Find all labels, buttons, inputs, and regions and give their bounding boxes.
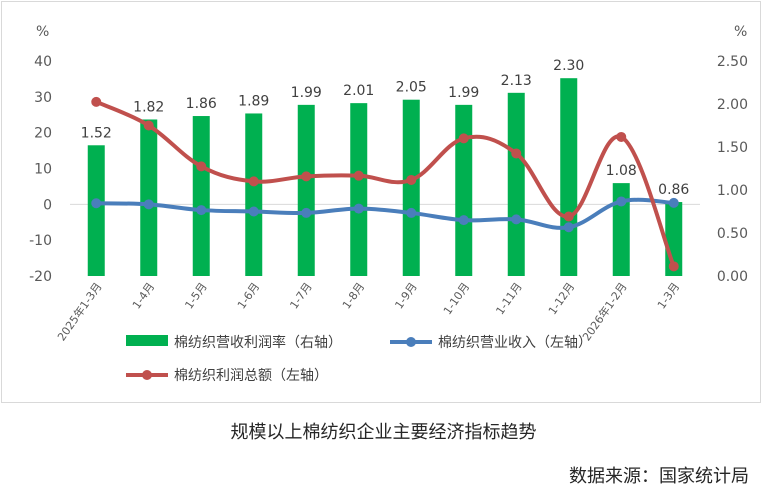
left-axis-tick: 30 — [34, 90, 52, 106]
line-point — [301, 207, 312, 218]
bar-data-label: 2.30 — [553, 58, 584, 74]
line-point — [143, 120, 154, 131]
bar-data-label: 1.99 — [448, 85, 479, 101]
line-point — [511, 148, 522, 159]
bar-data-label: 2.01 — [343, 83, 374, 99]
bar — [402, 99, 420, 276]
line-point — [563, 222, 574, 233]
data-source: 数据来源：国家统计局 — [569, 466, 749, 487]
line-point — [616, 196, 627, 207]
chart-frame: % % 40 30 20 10 0 -10 -20 2.50 2.00 1.50 1.00 0.50… — [1, 1, 761, 403]
x-axis-tick: 2025年1-3月 — [54, 280, 104, 344]
x-axis-tick: 1-5月 — [182, 280, 209, 311]
legend-label: 棉纺织营收利润率（右轴） — [174, 334, 342, 351]
legend-item: 棉纺织营业收入（左轴） — [390, 334, 592, 351]
legend-swatch-marker — [406, 337, 416, 347]
series-line — [94, 99, 676, 269]
x-axis-tick: 1-10月 — [441, 280, 472, 317]
bar-data-label: 1.52 — [81, 125, 112, 141]
line-point — [248, 176, 259, 187]
bar — [245, 113, 263, 277]
line-point — [143, 199, 154, 210]
bar-data-label: 2.13 — [501, 73, 532, 89]
x-axis-tick: 1-11月 — [493, 280, 524, 317]
left-axis-tick: 10 — [34, 162, 52, 178]
bar — [560, 78, 578, 276]
bar — [87, 145, 105, 276]
line-point — [196, 205, 207, 216]
left-axis-tick: -10 — [29, 233, 52, 249]
bar-data-label: 0.86 — [658, 182, 689, 198]
line-point — [668, 197, 679, 208]
x-axis-tick: 1-6月 — [235, 280, 262, 311]
line-point — [406, 207, 417, 218]
bar-data-label: 1.08 — [606, 163, 637, 179]
line-point — [616, 131, 627, 142]
legend-item: 棉纺织利润总额（左轴） — [126, 367, 328, 384]
line-point — [248, 206, 259, 217]
right-axis-tick: 1.50 — [717, 140, 748, 156]
x-axis-tick: 1-4月 — [130, 280, 157, 311]
right-axis-tick: 2.50 — [717, 54, 748, 70]
line-point — [458, 215, 469, 226]
bar — [140, 119, 158, 276]
bar-data-label: 1.86 — [186, 96, 217, 112]
bar-data-label: 1.82 — [133, 99, 164, 115]
left-axis-tick: 0 — [43, 197, 52, 213]
bar — [612, 183, 630, 276]
line-point — [511, 214, 522, 225]
bar-data-label: 1.89 — [238, 93, 269, 109]
left-axis-tick: 40 — [34, 54, 52, 70]
line-point — [353, 203, 364, 214]
line-point — [301, 171, 312, 182]
left-axis-tick: 20 — [34, 126, 52, 142]
chart-caption: 规模以上棉纺织企业主要经济指标趋势 — [230, 422, 537, 443]
line-point — [406, 174, 417, 185]
line-point — [91, 198, 102, 209]
x-axis-tick: 2026年1-2月 — [579, 280, 629, 344]
right-axis-tick: 0.00 — [717, 269, 748, 285]
line-point — [196, 161, 207, 172]
legend-swatch-bar — [126, 335, 168, 346]
x-axis-tick: 1-12月 — [546, 280, 577, 317]
line-point — [91, 96, 102, 107]
legend-swatch-marker — [142, 370, 152, 380]
left-axis-unit: % — [36, 24, 49, 40]
right-axis-tick: 1.00 — [717, 183, 748, 199]
bar — [350, 103, 368, 276]
legend-item: 棉纺织营收利润率（右轴） — [126, 334, 342, 351]
combo-chart: % % 40 30 20 10 0 -10 -20 2.50 2.00 1.50 1.00 0.50… — [29, 24, 748, 384]
legend-label: 棉纺织营业收入（左轴） — [438, 334, 592, 351]
right-axis-tick: 0.50 — [717, 226, 748, 242]
legend-label: 棉纺织利润总额（左轴） — [174, 367, 328, 384]
bar — [192, 116, 210, 276]
line-point — [458, 133, 469, 144]
bar — [297, 104, 315, 276]
bar — [507, 92, 525, 276]
right-axis-tick: 2.00 — [717, 97, 748, 113]
x-axis-tick: 1-9月 — [392, 280, 419, 311]
left-axis-tick: -20 — [29, 269, 52, 285]
x-axis-tick: 1-3月 — [655, 280, 682, 311]
line-point — [668, 261, 679, 272]
bar-data-label: 1.99 — [291, 85, 322, 101]
bar-data-label: 2.05 — [396, 80, 427, 96]
x-axis-tick: 1-8月 — [340, 280, 367, 311]
right-axis-unit: % — [734, 24, 747, 40]
bar — [455, 104, 473, 276]
line-point — [563, 211, 574, 222]
x-axis-tick: 1-7月 — [287, 280, 314, 311]
line-point — [353, 170, 364, 181]
